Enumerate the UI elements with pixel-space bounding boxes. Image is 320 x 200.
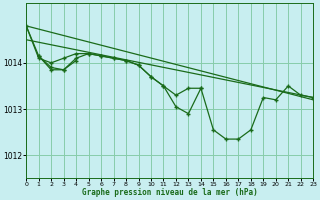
X-axis label: Graphe pression niveau de la mer (hPa): Graphe pression niveau de la mer (hPa) <box>82 188 258 197</box>
